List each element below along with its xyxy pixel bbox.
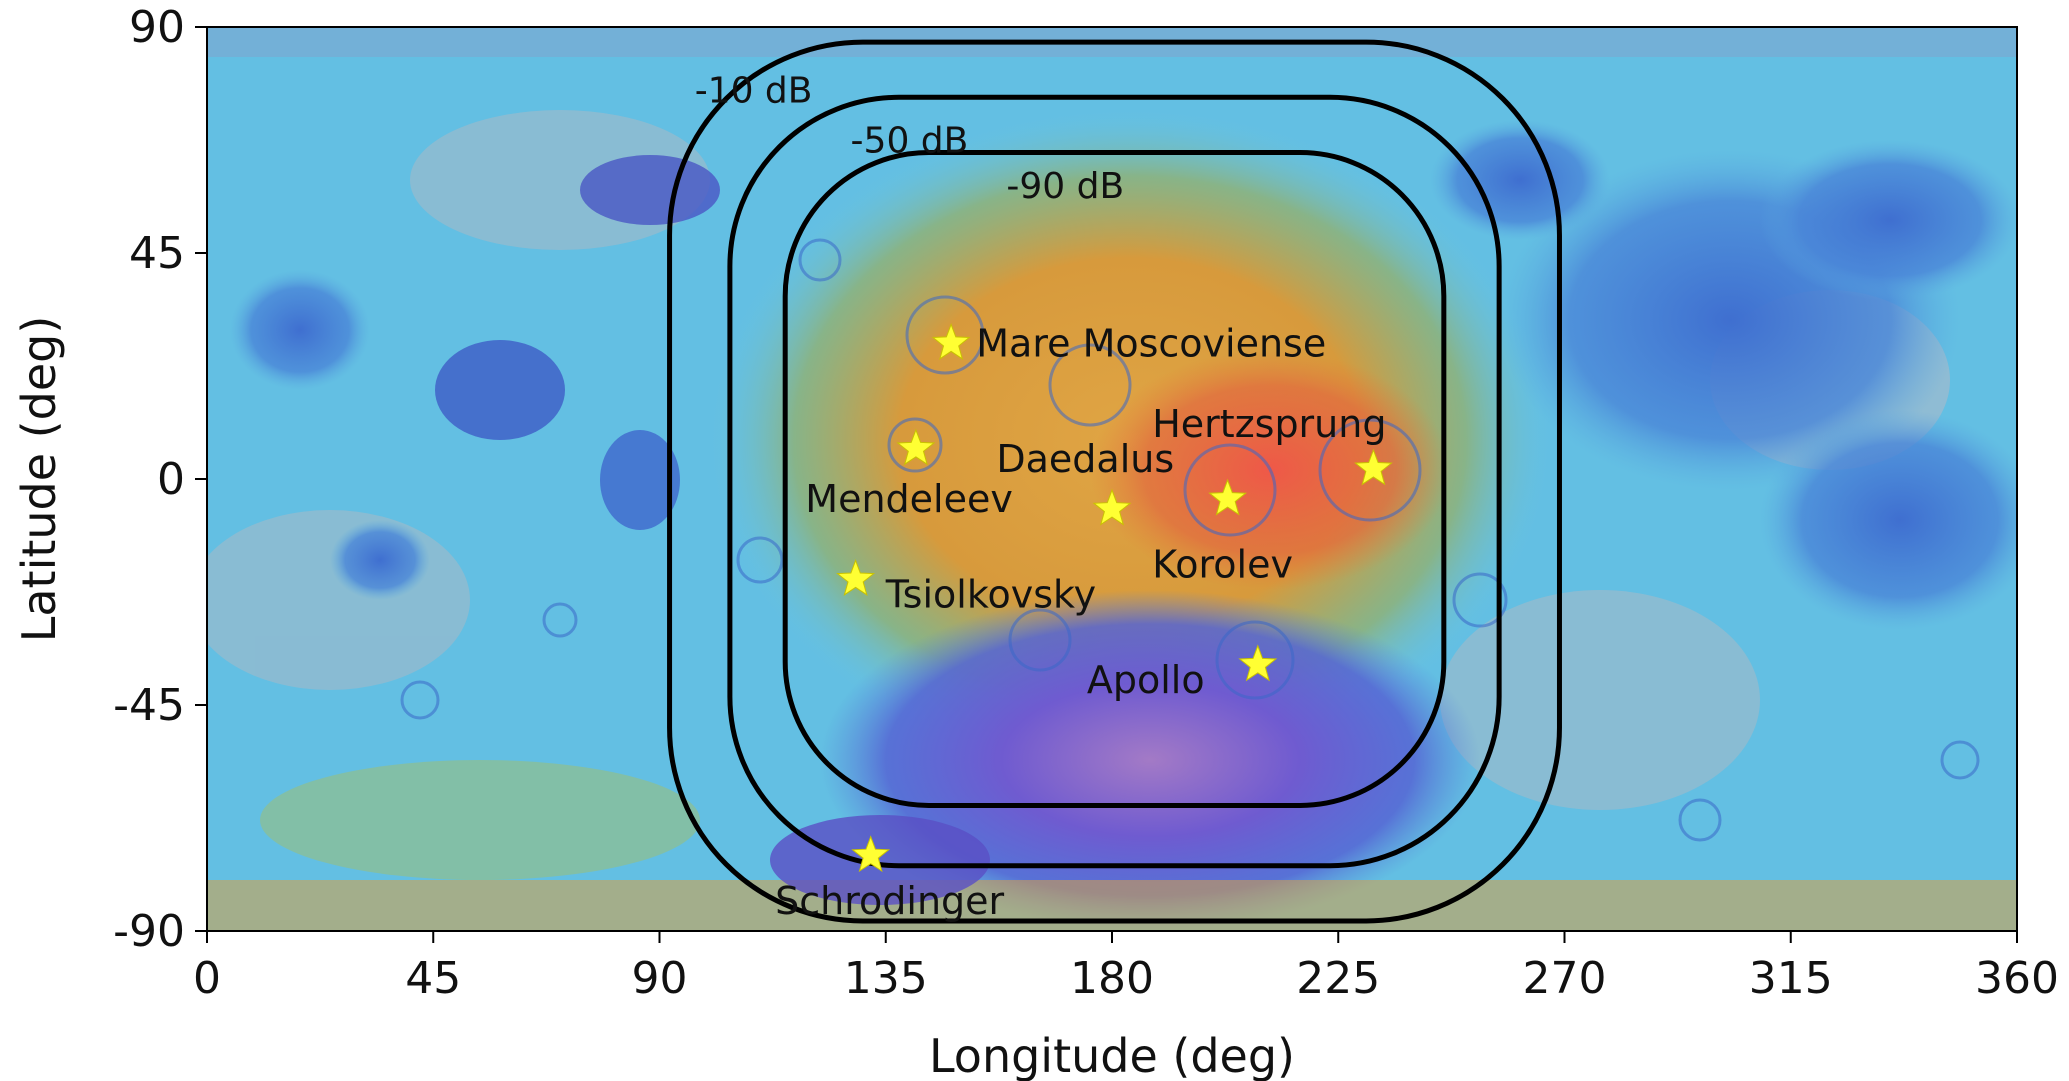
contour-line — [727, 94, 1502, 869]
topography-map — [207, 27, 2017, 931]
x-tick-label: 45 — [405, 953, 461, 1004]
y-tick-label: 45 — [129, 228, 185, 279]
y-tick-label: -90 — [113, 906, 185, 957]
x-axis: 0 45 90 135 180 225 270 315 360 — [193, 931, 2059, 1004]
contour-label: -10 dB — [695, 70, 813, 111]
site-star-icon — [896, 428, 936, 466]
site-label: Daedalus — [996, 437, 1174, 481]
y-tick-label: 90 — [129, 2, 185, 53]
x-tick-label: 135 — [844, 953, 928, 1004]
x-tick-label: 360 — [1975, 953, 2059, 1004]
nearside-maria — [230, 120, 2017, 905]
x-tick-label: 90 — [632, 953, 688, 1004]
site-label: Tsiolkovsky — [885, 573, 1096, 617]
site-star-icon — [1092, 488, 1132, 526]
contour-label: -50 dB — [851, 121, 969, 162]
site-label: Schrodinger — [775, 879, 1004, 923]
contour-label: -90 dB — [1006, 166, 1124, 207]
contour-line — [667, 39, 1562, 924]
site-label: Mare Moscoviense — [976, 321, 1326, 365]
site-label: Hertzsprung — [1152, 402, 1386, 446]
y-axis: 90 45 0 -45 -90 — [113, 2, 207, 957]
site-star-icon — [931, 322, 971, 360]
crater-texture — [400, 238, 1980, 842]
site-label: Mendeleev — [805, 477, 1013, 521]
site-label: Korolev — [1152, 542, 1293, 586]
y-tick-label: 0 — [157, 454, 185, 505]
x-axis-title: Longitude (deg) — [929, 1029, 1295, 1081]
aitken-basin — [820, 590, 1480, 930]
landing-sites: Mare Moscoviense HertzsprungDaedalusMende… — [775, 321, 1393, 923]
x-tick-label: 180 — [1070, 953, 1154, 1004]
x-tick-label: 315 — [1749, 953, 1833, 1004]
site-label: Apollo — [1087, 658, 1205, 702]
y-tick-label: -45 — [113, 680, 185, 731]
x-tick-label: 270 — [1523, 953, 1607, 1004]
x-tick-label: 225 — [1296, 953, 1380, 1004]
site-star-icon — [1208, 478, 1248, 516]
y-axis-title: Latitude (deg) — [12, 316, 66, 643]
site-star-icon — [1354, 448, 1393, 486]
contour-labels: -10 dB -50 dB -90 dB — [695, 70, 1125, 206]
site-star-icon — [851, 835, 891, 873]
site-star-icon — [836, 558, 876, 596]
contour-lines — [667, 39, 1562, 924]
site-star-icon — [1238, 644, 1278, 682]
contour-line — [782, 150, 1447, 808]
x-tick-label: 0 — [193, 953, 221, 1004]
